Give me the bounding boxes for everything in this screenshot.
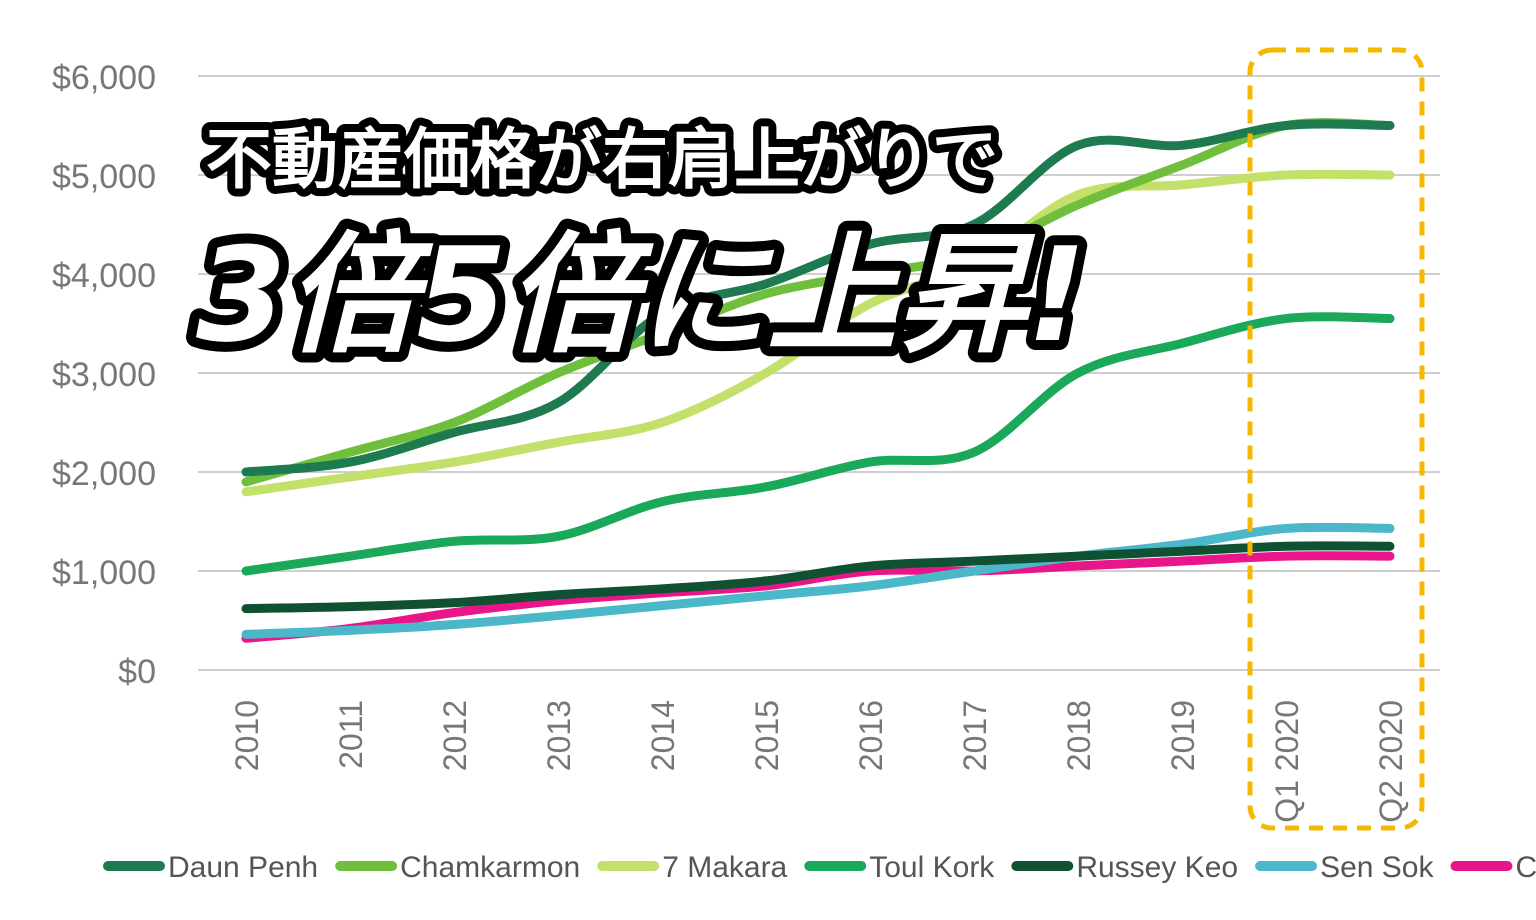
series-line-chroy-changvar bbox=[241, 551, 1395, 643]
series-line-chamkarmon bbox=[241, 118, 1395, 487]
legend-label: Chamkarmon bbox=[400, 851, 580, 884]
x-axis-ticks: 2010 2011 2012 2013 2014 2015 2016 2017 2018 2019… bbox=[229, 700, 1409, 823]
y-tick-label: $5,000 bbox=[52, 158, 156, 196]
x-tick-label: Q2 2020 bbox=[1373, 700, 1409, 823]
y-axis-ticks: $0 $1,000 $2,000 $3,000 $4,000 $5,000 $6,000 bbox=[52, 59, 156, 691]
y-tick-label: $0 bbox=[118, 653, 156, 691]
y-tick-label: $4,000 bbox=[52, 257, 156, 295]
x-tick-label: 2018 bbox=[1061, 700, 1097, 771]
x-tick-label: Q1 2020 bbox=[1269, 700, 1305, 823]
headline-line-2: 3倍5倍に上昇! bbox=[196, 219, 1086, 371]
x-tick-label: 2014 bbox=[645, 700, 681, 771]
x-tick-label: 2016 bbox=[853, 700, 889, 771]
x-tick-label: 2015 bbox=[749, 700, 785, 771]
legend-label: Daun Penh bbox=[168, 851, 318, 884]
highlight-box bbox=[1247, 47, 1425, 831]
series-line-7-makara bbox=[241, 169, 1395, 497]
x-tick-label: 2011 bbox=[333, 700, 369, 769]
legend-label: Chroy Changvar bbox=[1515, 851, 1536, 884]
x-tick-label: 2013 bbox=[541, 700, 577, 771]
series-lines bbox=[241, 118, 1395, 643]
x-tick-label: 2012 bbox=[437, 700, 473, 771]
highlight-rect bbox=[1247, 47, 1425, 831]
legend: Daun Penh Chamkarmon 7 Makara Toul Kork Russ… bbox=[103, 851, 1536, 884]
legend-label: Toul Kork bbox=[869, 851, 995, 884]
y-tick-label: $6,000 bbox=[52, 59, 156, 97]
series-line-daun-penh bbox=[241, 119, 1395, 477]
y-tick-label: $2,000 bbox=[52, 455, 156, 493]
legend-label: 7 Makara bbox=[662, 851, 787, 884]
series-line-russey-keo bbox=[241, 541, 1395, 614]
y-tick-label: $3,000 bbox=[52, 356, 156, 394]
x-tick-label: 2017 bbox=[957, 700, 993, 771]
x-tick-label: 2019 bbox=[1165, 700, 1201, 771]
series-line-sen-sok bbox=[241, 522, 1395, 639]
x-tick-label: 2010 bbox=[229, 700, 265, 771]
headline-line-1: 不動産価格が右肩上がりで bbox=[206, 121, 998, 198]
legend-label: Russey Keo bbox=[1076, 851, 1238, 884]
series-line-toul-kork bbox=[241, 312, 1395, 576]
headline-overlay: 不動産価格が右肩上がりで 3倍5倍に上昇! bbox=[186, 113, 1096, 381]
y-tick-label: $1,000 bbox=[52, 554, 156, 592]
legend-label: Sen Sok bbox=[1320, 851, 1434, 884]
